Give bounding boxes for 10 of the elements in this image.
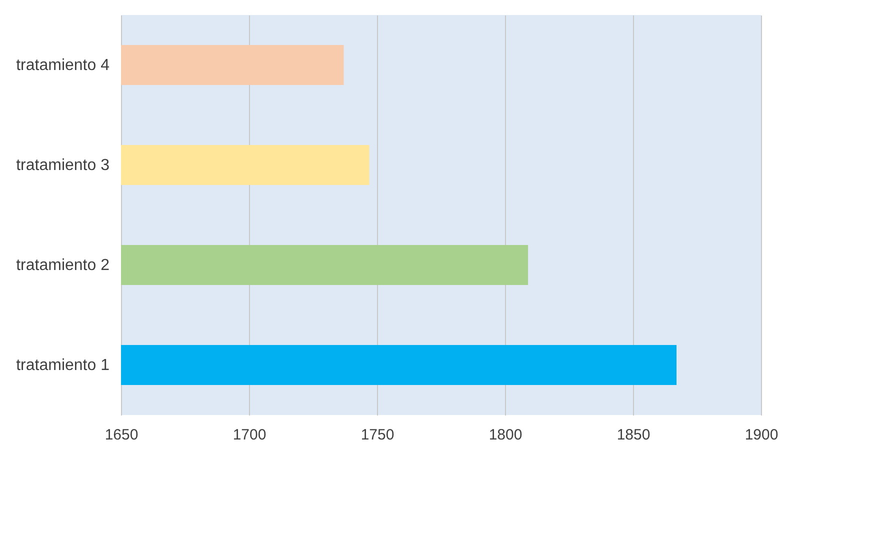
x-tick-label: 1750 [360, 426, 394, 444]
y-tick-label: tratamiento 3 [16, 157, 110, 174]
y-tick-label: tratamiento 1 [16, 357, 110, 374]
y-tick-label: tratamiento 2 [16, 257, 110, 274]
x-tick-label: 1900 [744, 426, 778, 444]
x-tick-label: 1700 [232, 426, 266, 444]
x-tick-label: 1850 [616, 426, 650, 444]
x-tick-label: 1800 [488, 426, 522, 444]
y-tick-label: tratamiento 4 [16, 57, 110, 74]
x-tick-label: 1650 [104, 426, 138, 444]
